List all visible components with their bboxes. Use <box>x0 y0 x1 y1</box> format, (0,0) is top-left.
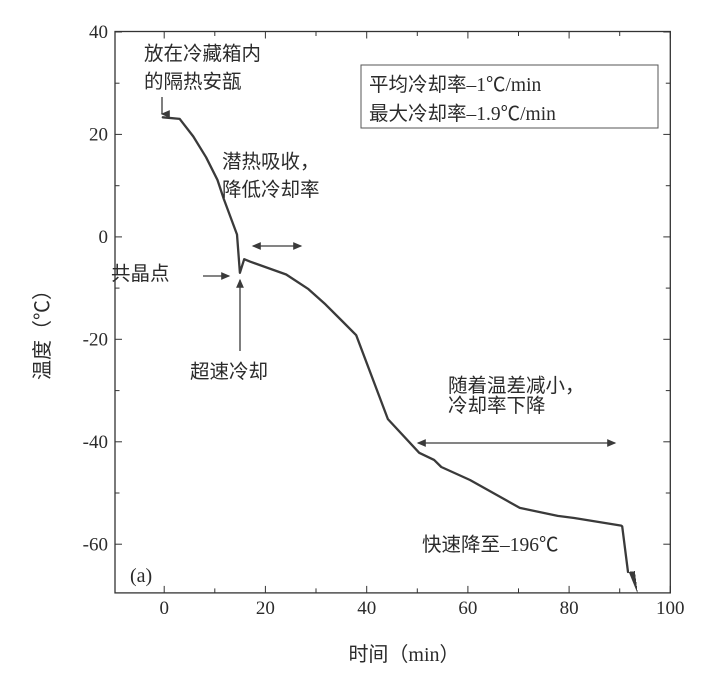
svg-text:超速冷却: 超速冷却 <box>190 361 268 383</box>
svg-text:-40: -40 <box>83 432 108 453</box>
svg-text:60: 60 <box>458 598 477 619</box>
svg-text:80: 80 <box>560 598 579 619</box>
svg-text:的隔热安瓿: 的隔热安瓿 <box>144 71 242 93</box>
svg-text:最大冷却率–1.9℃/min: 最大冷却率–1.9℃/min <box>369 103 556 125</box>
svg-text:100: 100 <box>656 598 685 619</box>
svg-text:放在冷藏箱内: 放在冷藏箱内 <box>144 43 261 65</box>
svg-text:-60: -60 <box>83 534 108 555</box>
svg-text:潜热吸收，: 潜热吸收， <box>222 151 320 173</box>
svg-text:20: 20 <box>89 125 108 146</box>
svg-text:0: 0 <box>99 227 109 248</box>
svg-text:温度（℃）: 温度（℃） <box>31 280 54 380</box>
svg-text:共晶点: 共晶点 <box>111 263 170 285</box>
svg-text:40: 40 <box>89 22 108 43</box>
svg-text:-20: -20 <box>83 330 108 351</box>
svg-text:降低冷却率: 降低冷却率 <box>222 179 320 201</box>
svg-text:冷却率下降: 冷却率下降 <box>448 395 546 417</box>
svg-text:快速降至–196℃: 快速降至–196℃ <box>422 534 559 556</box>
svg-text:随着温差减小，: 随着温差减小， <box>448 375 585 397</box>
svg-text:20: 20 <box>256 598 275 619</box>
svg-text:(a): (a) <box>130 565 152 587</box>
svg-text:0: 0 <box>159 598 169 619</box>
svg-text:时间（min）: 时间（min） <box>348 643 459 666</box>
svg-text:平均冷却率–1℃/min: 平均冷却率–1℃/min <box>369 74 542 96</box>
svg-text:40: 40 <box>357 598 376 619</box>
